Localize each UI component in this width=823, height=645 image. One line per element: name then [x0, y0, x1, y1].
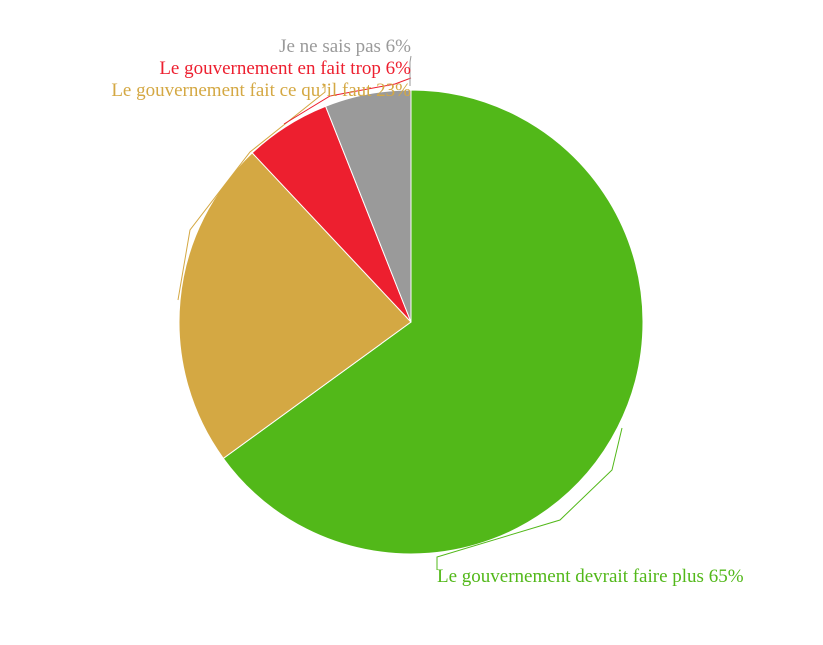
slice-label-3: Le gouvernement en fait trop 6% [159, 58, 411, 79]
leader-lines-layer [177, 55, 623, 570]
pie-slice-4 [324, 89, 412, 323]
labels-layer: Le gouvernement devrait faire plus 65% Le… [111, 36, 743, 587]
pie-slice-1 [222, 89, 644, 555]
slices-layer [178, 89, 644, 555]
slice-label-4: Je ne sais pas 6% [279, 36, 411, 57]
slice-label-1: Le gouvernement devrait faire plus 65% [437, 566, 744, 587]
leader-line-1 [436, 427, 623, 570]
leader-line-3 [283, 77, 412, 125]
leader-line-2 [177, 84, 326, 301]
slice-label-2: Le gouvernement fait ce qu’il faut 23% [111, 80, 411, 101]
leader-line-4 [409, 55, 412, 86]
pie-slice-2 [178, 152, 412, 460]
